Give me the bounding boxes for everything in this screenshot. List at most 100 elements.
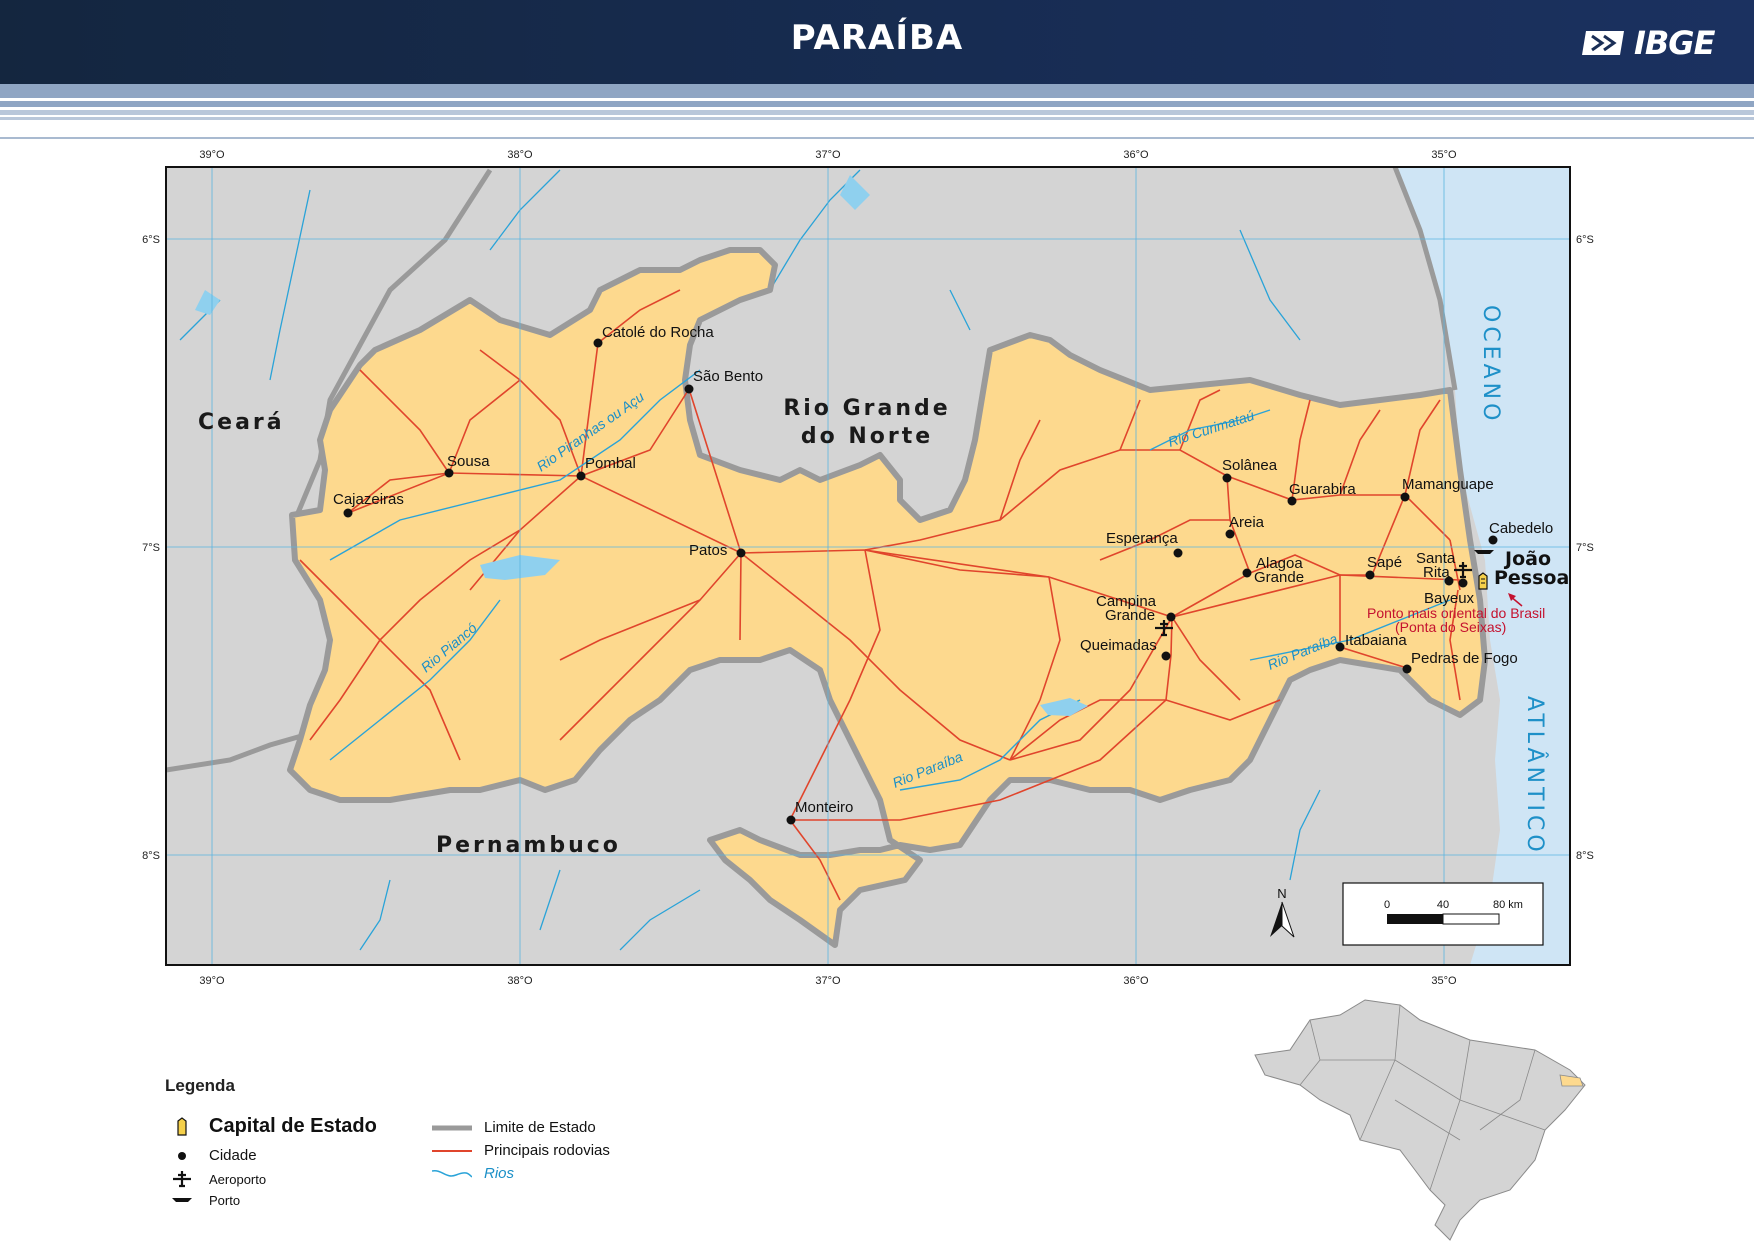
- city-label: Campina: [1096, 593, 1157, 610]
- city-dot-icon: [1173, 548, 1183, 558]
- city-dot-icon: [1458, 578, 1468, 588]
- header-stripe: [0, 84, 1754, 98]
- city-label: Santa: [1416, 550, 1456, 567]
- city-dot-icon: [1488, 535, 1498, 545]
- ibge-logo-text: IBGE: [1634, 24, 1715, 62]
- lon-tick: 35°O: [1431, 975, 1457, 987]
- city-label: Guarabira: [1289, 481, 1356, 498]
- state-border: [166, 732, 306, 773]
- legend-label: Aeroporto: [209, 1171, 267, 1187]
- header-stripe: [0, 110, 1754, 115]
- city-label: Mamanguape: [1402, 476, 1494, 493]
- legend-label: Cidade: [209, 1147, 257, 1164]
- legend-title: Legenda: [165, 1076, 235, 1095]
- scale-label: 80 km: [1493, 899, 1523, 911]
- capital-label: Pessoa: [1494, 567, 1569, 589]
- city-label: Sousa: [447, 453, 490, 470]
- city-label: Catolé do Rocha: [602, 324, 714, 341]
- scale-segment: [1387, 914, 1443, 924]
- city-label: Grande: [1105, 607, 1155, 624]
- longitude-ticks-bottom: 39°O 38°O 37°O 36°O 35°O: [199, 975, 1457, 987]
- city-dot-icon: [576, 471, 586, 481]
- airplane-icon: [173, 1171, 191, 1188]
- city-dot-icon: [1335, 642, 1345, 652]
- city-label: Queimadas: [1080, 637, 1157, 654]
- scale-bar: 0 40 80 km: [1342, 882, 1544, 946]
- city-dot-icon: [684, 384, 694, 394]
- brazil-locator-inset: [1254, 999, 1586, 1241]
- state-border: [292, 168, 493, 521]
- airplane-icon: [1155, 620, 1173, 637]
- latitude-ticks-left: 6°S 7°S 8°S: [142, 234, 160, 862]
- city-label: Patos: [689, 542, 727, 559]
- legend-label: Principais rodovias: [484, 1142, 610, 1159]
- city-dot-icon: [343, 508, 353, 518]
- lon-tick: 38°O: [507, 975, 533, 987]
- legend-item-port: Porto: [165, 1193, 240, 1208]
- legend-item-roads: Principais rodovias: [430, 1142, 610, 1159]
- city-label: Rita: [1423, 564, 1450, 581]
- annotation-label: Ponto mais oriental do Brasil: [1367, 605, 1545, 621]
- city-dot-icon: [444, 468, 454, 478]
- city-dot-icon: [1166, 612, 1176, 622]
- city-label: São Bento: [693, 368, 763, 385]
- reservoir: [1040, 698, 1088, 716]
- ocean-label: OCEANO: [1478, 305, 1503, 424]
- city-label: Bayeux: [1424, 590, 1475, 607]
- header-bar: PARAÍBA IBGE: [0, 0, 1754, 84]
- lon-tick: 39°O: [199, 975, 225, 987]
- scale-segment: [1442, 913, 1500, 925]
- longitude-ticks-top: 39°O 38°O 37°O 36°O 35°O: [199, 149, 1457, 161]
- scale-label: 40: [1437, 899, 1449, 911]
- graticule: [166, 167, 1570, 965]
- ibge-logo: IBGE: [1580, 24, 1715, 62]
- city-dot-icon: [1400, 492, 1410, 502]
- legend-item-capital: Capital de Estado: [165, 1115, 377, 1138]
- city-label: Areia: [1229, 514, 1265, 531]
- lon-tick: 37°O: [815, 149, 841, 161]
- city-label: Pedras de Fogo: [1411, 650, 1518, 667]
- city-label: Grande: [1254, 569, 1304, 586]
- legend-label: Rios: [484, 1165, 515, 1182]
- city-dot-icon: [593, 338, 603, 348]
- lon-tick: 37°O: [815, 975, 841, 987]
- city-label: Sapé: [1367, 554, 1402, 571]
- annotation-arrowhead-icon: [1508, 593, 1516, 601]
- city-dot-icon: [1444, 576, 1454, 586]
- header-stripe: [0, 137, 1754, 139]
- lat-tick: 7°S: [1576, 542, 1594, 554]
- city-label: Solânea: [1222, 457, 1278, 474]
- lat-tick: 6°S: [142, 234, 160, 246]
- page-title: PARAÍBA: [790, 18, 964, 58]
- state-border-line: [432, 1125, 472, 1130]
- ocean-area: [1395, 167, 1570, 965]
- city-dot-icon: [1287, 496, 1297, 506]
- airplane-icon: [1454, 562, 1472, 579]
- legend-item-state-border: Limite de Estado: [430, 1119, 596, 1136]
- annotation-label: (Ponta do Seixas): [1395, 619, 1506, 635]
- ship-icon: [1474, 550, 1494, 554]
- header-stripe: [0, 101, 1754, 107]
- legend-item-airport: Aeroporto: [165, 1169, 266, 1189]
- latitude-ticks-right: 6°S 7°S 8°S: [1576, 234, 1594, 862]
- lat-tick: 8°S: [1576, 850, 1594, 862]
- road-line: [432, 1149, 472, 1152]
- brazil-shape: [1254, 999, 1586, 1241]
- ibge-logo-icon: [1582, 31, 1624, 55]
- ocean-label: ATLÂNTICO: [1522, 696, 1548, 856]
- legend-label: Limite de Estado: [484, 1119, 596, 1136]
- legend-item-city: Cidade: [165, 1147, 257, 1164]
- city-label: Cabedelo: [1489, 520, 1553, 537]
- legend-label: Porto: [209, 1193, 241, 1208]
- river-line: [432, 1169, 472, 1178]
- capital-icon: [177, 1116, 187, 1136]
- capital-joao-pessoa: João Pessoa: [1478, 548, 1569, 590]
- lon-tick: 36°O: [1123, 975, 1149, 987]
- lon-tick: 36°O: [1123, 149, 1149, 161]
- state-border: [1392, 167, 1458, 391]
- city-dot-icon: [1225, 529, 1235, 539]
- reservoir: [840, 175, 870, 210]
- legend: Legenda Capital de Estado Cidade Aeropor…: [165, 1076, 725, 1226]
- easternmost-point-annotation: Ponto mais oriental do Brasil (Ponta do …: [1367, 593, 1545, 635]
- paraiba-state-area: [287, 247, 1488, 948]
